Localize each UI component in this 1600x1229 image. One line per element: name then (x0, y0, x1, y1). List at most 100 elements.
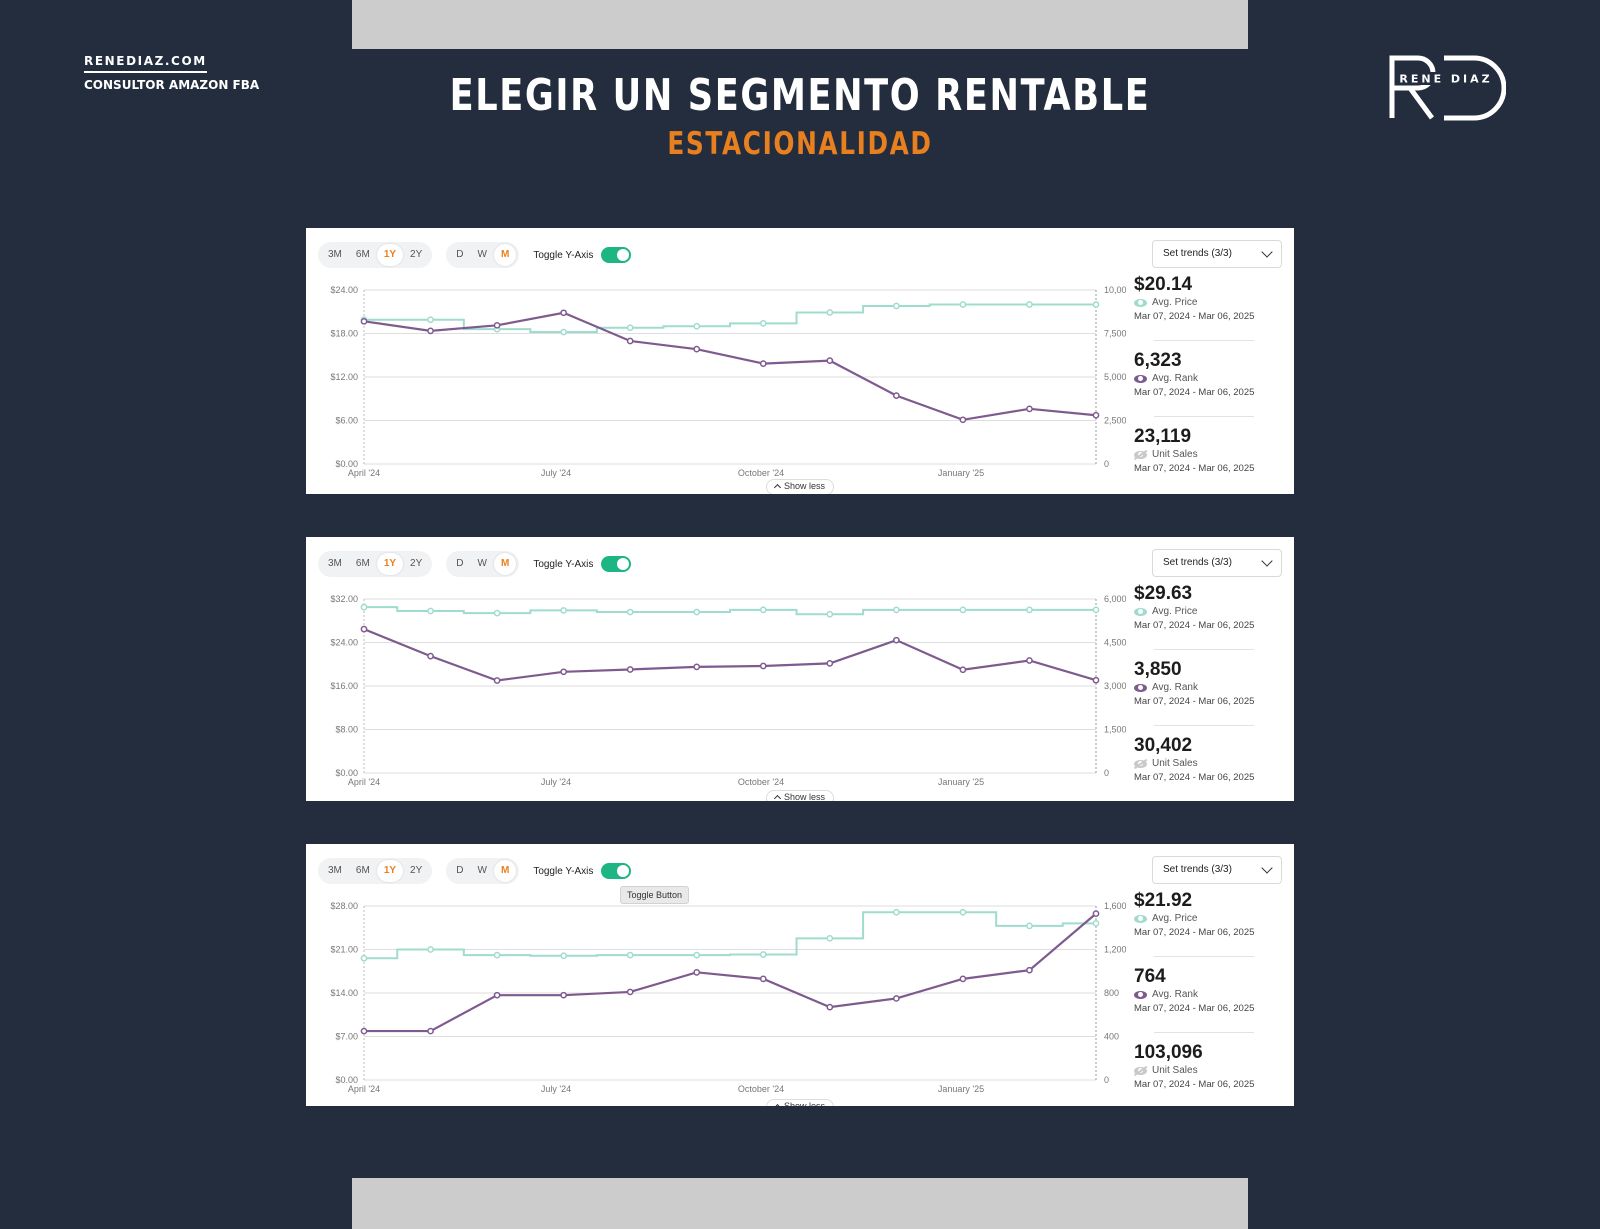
set-trends-dropdown[interactable]: Set trends (3/3) (1152, 549, 1282, 577)
eye-icon[interactable] (1134, 374, 1147, 383)
range-button-6m[interactable]: 6M (355, 249, 370, 260)
range-button-1y[interactable]: 1Y (376, 860, 404, 882)
interval-button-w[interactable]: W (477, 249, 487, 260)
stat-rank: 3,850 Avg. Rank Mar 07, 2024 - Mar 06, 202… (1134, 659, 1284, 735)
logo-d-shape (1444, 55, 1506, 121)
interval-button-d[interactable]: D (456, 865, 464, 876)
stat-sales: 23,119 Unit Sales Mar 07, 2024 - Mar 06, 2… (1134, 426, 1284, 494)
show-less-button[interactable]: Show less (766, 1099, 834, 1106)
rank-data-point (1092, 676, 1100, 684)
rank-data-point (693, 663, 701, 671)
show-less-button[interactable]: Show less (766, 479, 834, 494)
left-axis-tick-label: $24.00 (330, 285, 358, 295)
eye-slash-icon[interactable] (1134, 450, 1147, 459)
stat-divider (1154, 340, 1254, 341)
range-button-3m[interactable]: 3M (328, 865, 342, 876)
stat-label: Avg. Price (1152, 297, 1198, 308)
bottom-placeholder-strip (352, 1178, 1248, 1229)
chevron-up-icon (773, 794, 782, 801)
range-button-2y[interactable]: 2Y (410, 865, 423, 876)
x-axis-tick-label: April '24 (348, 1084, 380, 1094)
set-trends-dropdown[interactable]: Set trends (3/3) (1152, 856, 1282, 884)
stat-value: 23,119 (1134, 426, 1192, 447)
eye-icon[interactable] (1134, 914, 1147, 923)
keepa-chart-panel: 3M 6M 1Y 2Y D W M Toggle Y-Axis Set trends (3/3)… (306, 228, 1294, 494)
range-button-6m[interactable]: 6M (355, 865, 370, 876)
range-button-1y[interactable]: 1Y (376, 244, 404, 266)
x-axis-tick-label: April '24 (348, 468, 380, 478)
rank-data-point (360, 625, 368, 633)
eye-icon[interactable] (1134, 298, 1147, 307)
left-axis-tick-label: $21.00 (330, 945, 358, 955)
rank-data-point (1092, 910, 1100, 917)
x-axis-tick-label: October '24 (738, 1084, 784, 1094)
price-data-point (560, 952, 567, 960)
stat-rank: 6,323 Avg. Rank Mar 07, 2024 - Mar 06, 202… (1134, 350, 1284, 426)
stat-label-row: Avg. Rank (1134, 373, 1284, 384)
left-axis-tick-label: $28.00 (330, 901, 358, 911)
eye-icon[interactable] (1134, 683, 1147, 692)
toggle-y-axis-switch[interactable] (601, 247, 632, 263)
range-button-2y[interactable]: 2Y (410, 558, 423, 569)
rank-data-point (1026, 657, 1033, 664)
rank-series-line (364, 912, 1097, 1033)
eye-icon[interactable] (1134, 990, 1147, 999)
page-title: ELEGIR UN SEGMENTO RENTABLE (449, 70, 1151, 121)
rank-data-point (560, 991, 567, 999)
stat-value: 6,323 (1134, 350, 1182, 371)
eye-slash-icon[interactable] (1134, 759, 1147, 768)
price-data-point (427, 607, 434, 615)
stat-divider (1154, 416, 1254, 417)
stat-label-row: Unit Sales (1134, 1065, 1284, 1076)
price-data-point (693, 608, 701, 616)
right-axis-tick-label: 7,500 (1104, 329, 1126, 339)
range-button-3m[interactable]: 3M (328, 558, 342, 569)
logo-text: RENE DIAZ (1399, 73, 1492, 86)
range-selector: 3M 6M 1Y 2Y (318, 551, 433, 577)
range-button-2y[interactable]: 2Y (410, 249, 423, 260)
stat-divider (1154, 725, 1254, 726)
brand-site[interactable]: RENEDIAZ.COM (84, 54, 207, 73)
price-series-line (364, 606, 1096, 616)
stat-date-range: Mar 07, 2024 - Mar 06, 2025 (1134, 1003, 1255, 1014)
right-axis-tick-label: 1,200 (1104, 945, 1126, 955)
range-button-3m[interactable]: 3M (328, 249, 342, 260)
chevron-down-icon (1261, 246, 1273, 258)
rank-data-point (560, 309, 567, 317)
interval-button-d[interactable]: D (456, 249, 464, 260)
interval-button-w[interactable]: W (477, 865, 487, 876)
interval-button-w[interactable]: W (477, 558, 487, 569)
interval-button-d[interactable]: D (456, 558, 464, 569)
price-data-point (1026, 606, 1033, 614)
rank-data-point (1092, 411, 1100, 419)
eye-icon[interactable] (1134, 607, 1147, 616)
rank-data-point (427, 652, 434, 660)
price-rank-chart: $0.00 0 $8.00 1,500 $16.00 3,000 $24.00 4,500 $3… (330, 594, 1126, 787)
eye-slash-icon[interactable] (1134, 1066, 1147, 1075)
x-axis-tick-label: April '24 (348, 777, 380, 787)
toggle-y-axis-label: Toggle Y-Axis (533, 558, 594, 570)
range-button-6m[interactable]: 6M (355, 558, 370, 569)
interval-button-m[interactable]: M (493, 860, 517, 882)
set-trends-dropdown[interactable]: Set trends (3/3) (1152, 240, 1282, 268)
stats-column: $21.92 Avg. Price Mar 07, 2024 - Mar 06, 2… (1134, 890, 1284, 1106)
show-less-button[interactable]: Show less (766, 790, 834, 801)
top-placeholder-strip (352, 0, 1248, 49)
right-axis-tick-label: 0 (1104, 459, 1109, 469)
left-axis-tick-label: $32.00 (330, 594, 358, 604)
stat-date-range: Mar 07, 2024 - Mar 06, 2025 (1134, 311, 1255, 322)
toggle-y-axis-switch[interactable] (601, 863, 632, 879)
set-trends-label: Set trends (3/3) (1163, 557, 1232, 568)
rank-data-point (493, 321, 501, 329)
right-axis-tick-label: 400 (1104, 1032, 1119, 1042)
price-data-point (1092, 606, 1100, 614)
brand-block: RENEDIAZ.COM CONSULTOR AMAZON FBA (84, 52, 259, 92)
left-axis-tick-label: $24.00 (330, 638, 358, 648)
interval-button-m[interactable]: M (493, 553, 517, 575)
rank-data-point (893, 636, 900, 644)
range-button-1y[interactable]: 1Y (376, 553, 404, 575)
left-axis-tick-label: $7.00 (335, 1032, 358, 1042)
toggle-y-axis-switch[interactable] (601, 556, 632, 572)
stat-value: 3,850 (1134, 659, 1182, 680)
interval-button-m[interactable]: M (493, 244, 517, 266)
